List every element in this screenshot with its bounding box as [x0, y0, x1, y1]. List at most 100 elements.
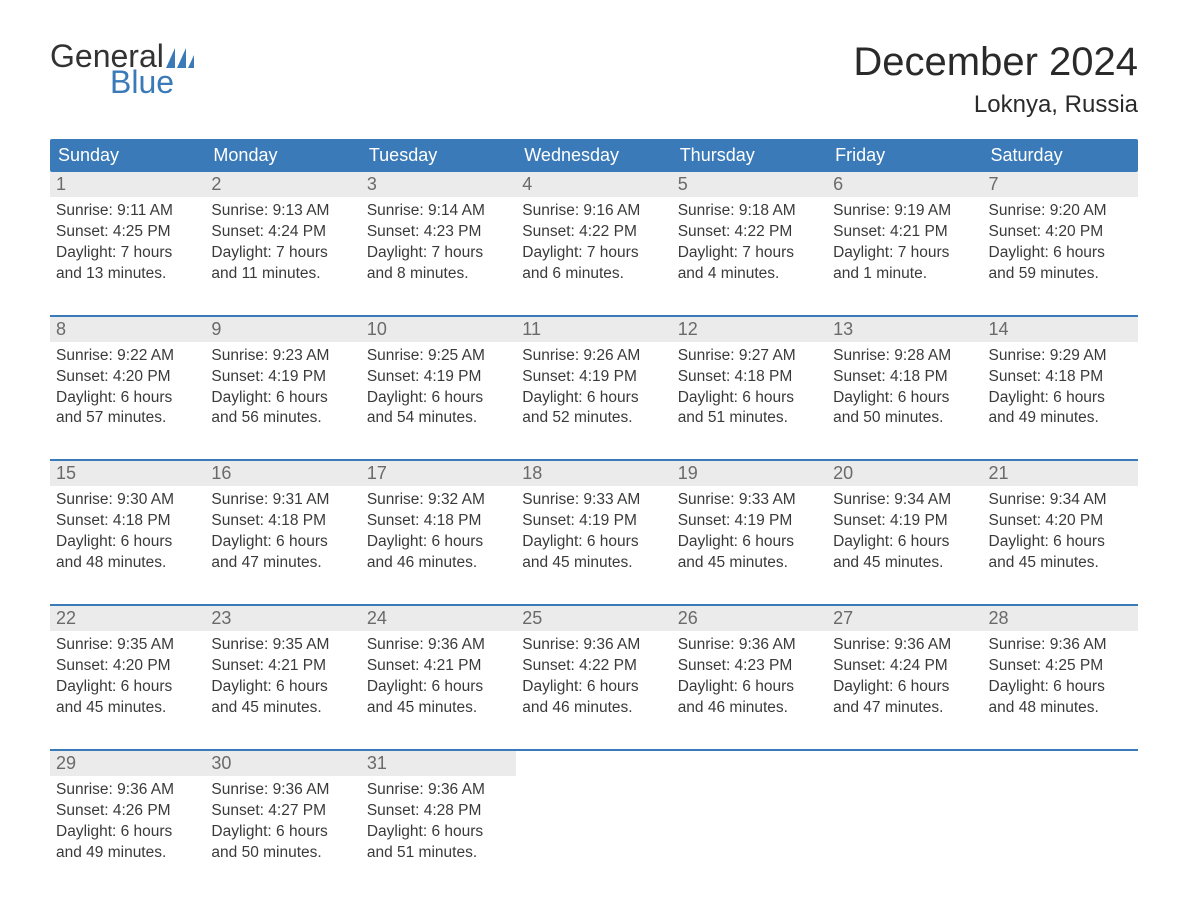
- sunset-line: Sunset: 4:18 PM: [989, 367, 1132, 388]
- day-body: Sunrise: 9:36 AMSunset: 4:25 PMDaylight:…: [983, 631, 1138, 725]
- day-body: Sunrise: 9:31 AMSunset: 4:18 PMDaylight:…: [205, 486, 360, 580]
- daylight-line-1: Daylight: 6 hours: [211, 677, 354, 698]
- sunset-line: Sunset: 4:27 PM: [211, 801, 354, 822]
- day-number: 9: [211, 319, 221, 339]
- day-number-row: 18: [516, 461, 671, 486]
- day-body: Sunrise: 9:36 AMSunset: 4:26 PMDaylight:…: [50, 776, 205, 870]
- daylight-line-2: and 47 minutes.: [211, 553, 354, 574]
- day-body: Sunrise: 9:33 AMSunset: 4:19 PMDaylight:…: [672, 486, 827, 580]
- daylight-line-2: and 45 minutes.: [989, 553, 1132, 574]
- calendar-day-cell: 4Sunrise: 9:16 AMSunset: 4:22 PMDaylight…: [516, 172, 671, 291]
- calendar-week: 8Sunrise: 9:22 AMSunset: 4:20 PMDaylight…: [50, 315, 1138, 436]
- calendar-day-cell: 19Sunrise: 9:33 AMSunset: 4:19 PMDayligh…: [672, 461, 827, 580]
- day-number-row: 2: [205, 172, 360, 197]
- calendar-day-cell: 20Sunrise: 9:34 AMSunset: 4:19 PMDayligh…: [827, 461, 982, 580]
- day-number: 1: [56, 174, 66, 194]
- day-number: 31: [367, 753, 387, 773]
- daylight-line-2: and 45 minutes.: [56, 698, 199, 719]
- calendar-day-cell: 30 Sunrise: 9:36 AMSunset: 4:27 PMDayligh…: [205, 751, 360, 870]
- daylight-line-2: and 54 minutes.: [367, 408, 510, 429]
- day-number-row: 6: [827, 172, 982, 197]
- weekday-header-cell: Tuesday: [361, 139, 516, 172]
- daylight-line-2: and 50 minutes.: [211, 843, 354, 864]
- day-number-row: 26: [672, 606, 827, 631]
- sunrise-line: Sunrise: 9:36 AM: [367, 635, 510, 656]
- header: General Blue December 2024 Loknya, Russi…: [50, 40, 1138, 119]
- day-body: Sunrise: 9:13 AMSunset: 4:24 PMDaylight:…: [205, 197, 360, 291]
- sunrise-line: Sunrise: 9:14 AM: [367, 201, 510, 222]
- day-body: Sunrise: 9:20 AMSunset: 4:20 PMDaylight:…: [983, 197, 1138, 291]
- sunrise-line: Sunrise: 9:25 AM: [367, 346, 510, 367]
- calendar-day-cell: 28Sunrise: 9:36 AMSunset: 4:25 PMDayligh…: [983, 606, 1138, 725]
- calendar-day-cell: 2Sunrise: 9:13 AMSunset: 4:24 PMDaylight…: [205, 172, 360, 291]
- day-body: Sunrise: 9:26 AMSunset: 4:19 PMDaylight:…: [516, 342, 671, 436]
- sunrise-line: Sunrise: 9:36 AM: [522, 635, 665, 656]
- daylight-line-1: Daylight: 6 hours: [56, 388, 199, 409]
- day-number-row: 3: [361, 172, 516, 197]
- sunset-line: Sunset: 4:18 PM: [367, 511, 510, 532]
- calendar-day-cell: 5Sunrise: 9:18 AMSunset: 4:22 PMDaylight…: [672, 172, 827, 291]
- daylight-line-2: and 47 minutes.: [833, 698, 976, 719]
- day-body: Sunrise: 9:18 AMSunset: 4:22 PMDaylight:…: [672, 197, 827, 291]
- day-number: 24: [367, 608, 387, 628]
- day-number-row: 28: [983, 606, 1138, 631]
- day-body: Sunrise: 9:34 AMSunset: 4:19 PMDaylight:…: [827, 486, 982, 580]
- daylight-line-2: and 50 minutes.: [833, 408, 976, 429]
- daylight-line-2: and 52 minutes.: [522, 408, 665, 429]
- daylight-line-1: Daylight: 6 hours: [989, 243, 1132, 264]
- sunrise-line: Sunrise: 9:29 AM: [989, 346, 1132, 367]
- sunset-line: Sunset: 4:25 PM: [989, 656, 1132, 677]
- day-number: 29: [56, 753, 76, 773]
- weekday-header-cell: Saturday: [983, 139, 1138, 172]
- calendar-week: 29 Sunrise: 9:36 AMSunset: 4:26 PMDayligh…: [50, 749, 1138, 870]
- daylight-line-1: Daylight: 7 hours: [56, 243, 199, 264]
- weekday-header-cell: Thursday: [672, 139, 827, 172]
- sunrise-line: Sunrise: 9:27 AM: [678, 346, 821, 367]
- day-number: 30: [211, 753, 231, 773]
- day-body: Sunrise: 9:36 AMSunset: 4:22 PMDaylight:…: [516, 631, 671, 725]
- sunset-line: Sunset: 4:26 PM: [56, 801, 199, 822]
- sunset-line: Sunset: 4:18 PM: [56, 511, 199, 532]
- sunrise-line: Sunrise: 9:36 AM: [833, 635, 976, 656]
- day-number-row: 16: [205, 461, 360, 486]
- calendar-week: 15Sunrise: 9:30 AMSunset: 4:18 PMDayligh…: [50, 459, 1138, 580]
- day-number: 8: [56, 319, 66, 339]
- sunrise-line: Sunrise: 9:34 AM: [833, 490, 976, 511]
- day-body: Sunrise: 9:36 AMSunset: 4:28 PMDaylight:…: [361, 776, 516, 870]
- daylight-line-2: and 1 minute.: [833, 264, 976, 285]
- daylight-line-1: Daylight: 6 hours: [678, 677, 821, 698]
- sunset-line: Sunset: 4:25 PM: [56, 222, 199, 243]
- day-body: Sunrise: 9:14 AMSunset: 4:23 PMDaylight:…: [361, 197, 516, 291]
- day-number-row: 23: [205, 606, 360, 631]
- day-number-row: 22: [50, 606, 205, 631]
- daylight-line-2: and 13 minutes.: [56, 264, 199, 285]
- calendar-week: 1Sunrise: 9:11 AMSunset: 4:25 PMDaylight…: [50, 172, 1138, 291]
- day-number: 25: [522, 608, 542, 628]
- calendar-day-cell: 23Sunrise: 9:35 AMSunset: 4:21 PMDayligh…: [205, 606, 360, 725]
- day-body: Sunrise: 9:32 AMSunset: 4:18 PMDaylight:…: [361, 486, 516, 580]
- calendar-day-cell: 14 Sunrise: 9:29 AMSunset: 4:18 PMDayligh…: [983, 317, 1138, 436]
- calendar-day-cell: 3Sunrise: 9:14 AMSunset: 4:23 PMDaylight…: [361, 172, 516, 291]
- sunrise-line: Sunrise: 9:19 AM: [833, 201, 976, 222]
- day-body: Sunrise: 9:36 AMSunset: 4:27 PMDaylight:…: [205, 776, 360, 870]
- daylight-line-1: Daylight: 7 hours: [678, 243, 821, 264]
- day-number-row: 5: [672, 172, 827, 197]
- day-number: 14: [989, 319, 1009, 339]
- sunset-line: Sunset: 4:20 PM: [56, 656, 199, 677]
- calendar: SundayMondayTuesdayWednesdayThursdayFrid…: [50, 139, 1138, 869]
- sunset-line: Sunset: 4:28 PM: [367, 801, 510, 822]
- sunrise-line: Sunrise: 9:23 AM: [211, 346, 354, 367]
- daylight-line-1: Daylight: 6 hours: [211, 388, 354, 409]
- daylight-line-1: Daylight: 6 hours: [367, 822, 510, 843]
- calendar-day-cell: 9Sunrise: 9:23 AMSunset: 4:19 PMDaylight…: [205, 317, 360, 436]
- calendar-day-cell: 29 Sunrise: 9:36 AMSunset: 4:26 PMDayligh…: [50, 751, 205, 870]
- daylight-line-1: Daylight: 6 hours: [367, 532, 510, 553]
- day-number-row: 24: [361, 606, 516, 631]
- calendar-day-cell: 1 Sunrise: 9:11 AMSunset: 4:25 PMDaylight…: [50, 172, 205, 291]
- sunrise-line: Sunrise: 9:11 AM: [56, 201, 199, 222]
- daylight-line-2: and 49 minutes.: [989, 408, 1132, 429]
- day-body: Sunrise: 9:29 AMSunset: 4:18 PMDaylight:…: [983, 342, 1138, 436]
- sunset-line: Sunset: 4:21 PM: [211, 656, 354, 677]
- daylight-line-2: and 46 minutes.: [367, 553, 510, 574]
- daylight-line-2: and 56 minutes.: [211, 408, 354, 429]
